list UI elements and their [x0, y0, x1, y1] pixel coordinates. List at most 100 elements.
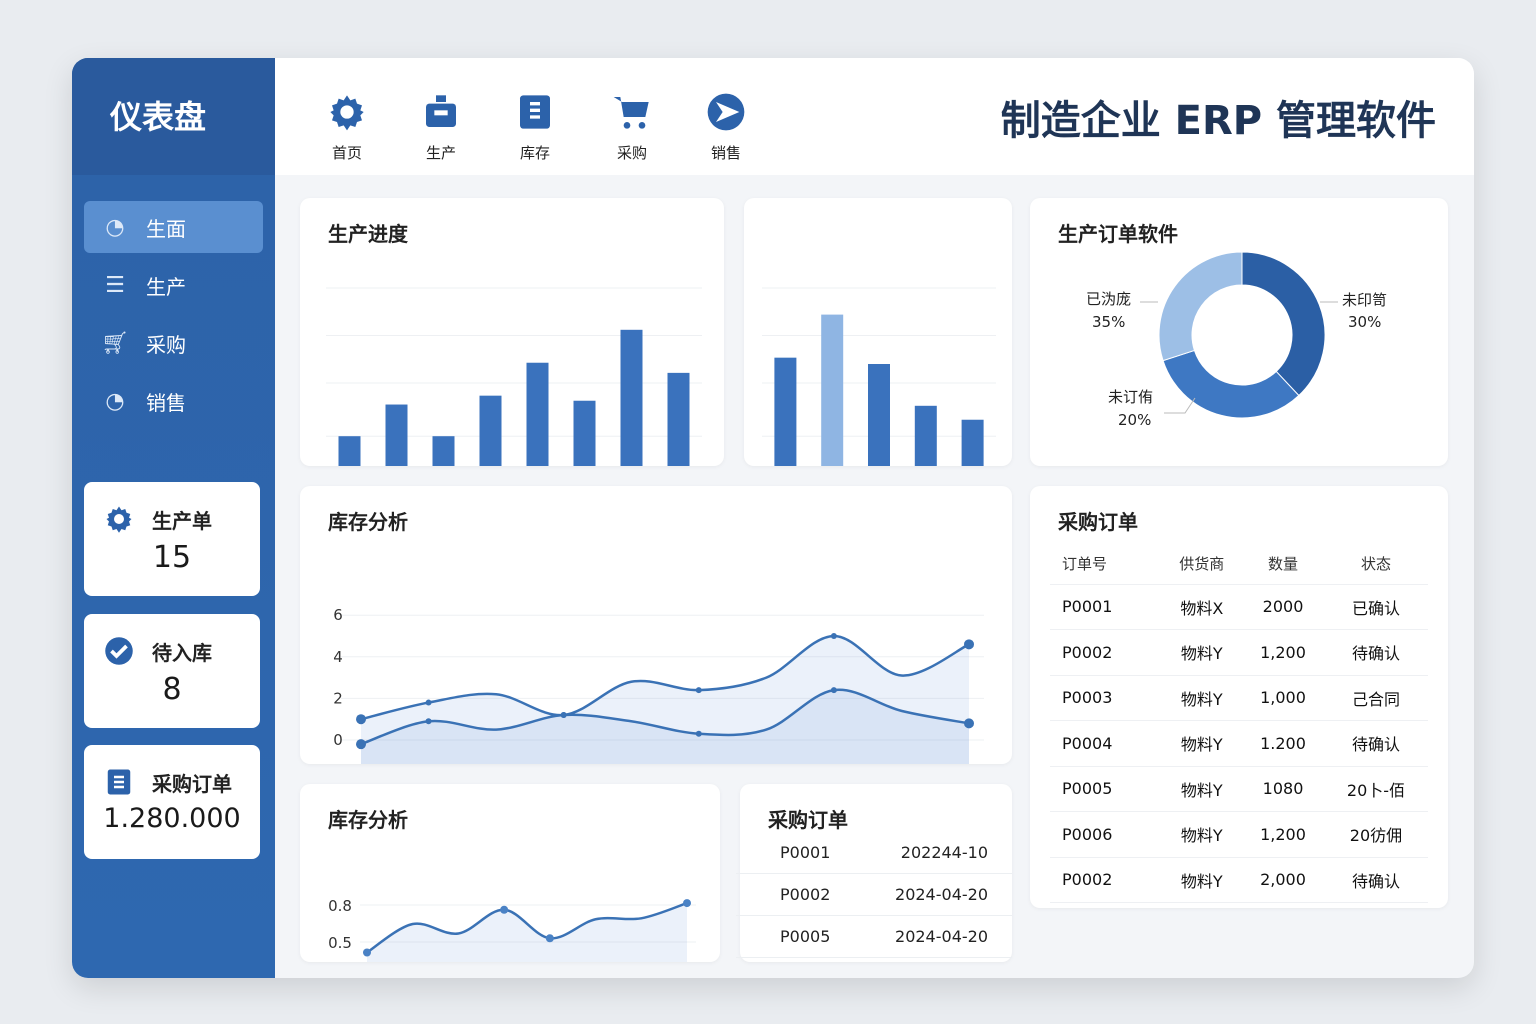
- card-title: 生产订单软件: [1058, 222, 1178, 246]
- document-icon: [107, 769, 131, 795]
- data-point: [425, 718, 432, 725]
- data-point: [356, 739, 366, 750]
- slice-value: 30%: [1348, 313, 1381, 331]
- toolbar-label: 采购: [616, 144, 647, 162]
- bar: [821, 314, 844, 478]
- list-item-text: P0005: [780, 927, 831, 946]
- table-row[interactable]: P0003 物料Y 1,000 己合同: [1050, 675, 1428, 721]
- data-point: [830, 687, 837, 694]
- series-area: [367, 903, 687, 968]
- table-cell: 1,200: [1242, 811, 1324, 858]
- sidebar-nav: ◔ 生面 ☰ 生产 🛒︎ 采购 ◔ 销售: [72, 175, 275, 459]
- series-line: [366, 901, 688, 954]
- table-cell: P0002: [1050, 629, 1162, 676]
- sidebar-item-label: 采购: [146, 332, 186, 357]
- list-item-text: 2024-04-20: [895, 885, 988, 904]
- column-header[interactable]: 订单号: [1050, 544, 1162, 585]
- order-donut-card: 生产订单软件 未印笥 30% 未订侑 20% 已沩庞 35%: [1030, 198, 1448, 466]
- column-header[interactable]: 数量: [1242, 544, 1324, 585]
- table-cell: P0005: [1050, 766, 1162, 812]
- sidebar-item-production[interactable]: ☰ 生产: [84, 259, 263, 311]
- y-tick-label: 0: [333, 731, 343, 749]
- toolbar-purchase-button[interactable]: 采购: [592, 92, 672, 163]
- stat-card-purchase[interactable]: 采购订单 1.280.000: [84, 745, 260, 859]
- app-title: 制造企业 ERP 管理软件: [1000, 98, 1436, 144]
- list-item[interactable]: P0001 202244-10: [736, 832, 1012, 874]
- table-row[interactable]: P0005 物料Y 1080 20卜-佰: [1050, 766, 1428, 812]
- toolbar-label: 销售: [710, 144, 741, 162]
- sidebar-title: 仪表盘: [72, 58, 275, 175]
- send-icon: [707, 93, 745, 131]
- table-row[interactable]: P0001 物料X 2000 已确认: [1050, 584, 1428, 630]
- slice-label: 已沩庞: [1086, 290, 1131, 308]
- bar: [479, 395, 502, 478]
- slice-label: 未印笥: [1342, 291, 1387, 309]
- bar: [338, 436, 361, 478]
- column-header[interactable]: 供货商: [1161, 544, 1243, 585]
- table-cell: 20彷佣: [1323, 811, 1428, 858]
- series-area: [361, 635, 969, 772]
- slice-value: 35%: [1092, 313, 1125, 331]
- stat-label: 采购订单: [152, 771, 232, 796]
- table-cell: 物料Y: [1161, 629, 1243, 676]
- list-item-text: P0001: [780, 843, 831, 862]
- toolbar-sales-button[interactable]: 销售: [686, 92, 766, 163]
- table-cell: 20卜-佰: [1323, 766, 1428, 812]
- toolbar-production-button[interactable]: 生产: [401, 92, 481, 163]
- column-header[interactable]: 状态: [1323, 544, 1428, 585]
- list-item[interactable]: P0005 2024-04-20: [736, 916, 1012, 958]
- production-progress-card: 生产进度滨逗时键艮音蹑苿: [300, 198, 724, 510]
- check-circle-icon: [105, 637, 133, 665]
- table-cell: 2,000: [1242, 857, 1324, 903]
- bar: [573, 400, 596, 478]
- table-cell: 1,000: [1242, 675, 1324, 721]
- card-title: 采购订单: [768, 808, 848, 832]
- sidebar-item-overview[interactable]: ◔ 生面: [84, 201, 263, 253]
- list-item-text: P0002: [780, 885, 831, 904]
- sidebar-item-purchase[interactable]: 🛒︎ 采购: [84, 317, 263, 369]
- table-row[interactable]: P0002 物料Y 2,000 待确认: [1050, 857, 1428, 903]
- toolbar-home-button[interactable]: 首页: [307, 92, 387, 163]
- sidebar-item-sales[interactable]: ◔ 销售: [84, 375, 263, 427]
- data-point: [560, 712, 567, 719]
- table-cell: 待确认: [1323, 629, 1428, 676]
- document-icon: [520, 95, 550, 129]
- data-point: [545, 934, 554, 943]
- table-row[interactable]: P0002 物料Y 1,200 待确认: [1050, 629, 1428, 676]
- table-row[interactable]: P0004 物料Y 1.200 待确认: [1050, 720, 1428, 767]
- donut-slice: [1162, 349, 1300, 419]
- table-cell: 物料Y: [1161, 720, 1243, 767]
- donut-slice: [1241, 251, 1326, 397]
- data-point: [695, 687, 702, 694]
- donut-chart: 未印笥 30% 未订侑 20% 已沩庞 35%: [1086, 251, 1387, 429]
- sidebar-item-label: 销售: [146, 390, 186, 415]
- gear-icon: [106, 506, 132, 533]
- table-cell: 待确认: [1323, 720, 1428, 767]
- table-cell: P0004: [1050, 720, 1162, 767]
- table-cell: 物料Y: [1161, 857, 1243, 903]
- bar: [961, 419, 984, 478]
- table-row[interactable]: P0006 物料Y 1,200 20彷佣: [1050, 811, 1428, 858]
- stat-value: 15: [152, 540, 192, 575]
- y-tick-label: 0.8: [328, 897, 352, 915]
- table-cell: 已确认: [1323, 584, 1428, 630]
- app-window: 仪表盘 ◔ 生面 ☰ 生产 🛒︎ 采购 ◔ 销售 生产单 15 待入库 8 采购订单 1…: [72, 58, 1474, 978]
- purchase-orders-table: 订单号 供货商 数量 状态 P0001 物料X 2000 已确认 P0002 物料Y 1,200 待确…: [1050, 544, 1428, 903]
- toolbar-label: 库存: [519, 144, 550, 162]
- bar-chart-card: 亘生生存苟: [744, 198, 1012, 510]
- y-tick-label: 4: [333, 648, 343, 666]
- pie-chart-icon: ◔: [105, 388, 125, 414]
- list-item-text: 2024-04-20: [895, 927, 988, 946]
- stat-card-pending[interactable]: 待入库 8: [84, 614, 260, 728]
- list-item[interactable]: P0002 2024-04-20: [736, 874, 1012, 916]
- y-tick-label: 2: [333, 689, 343, 707]
- data-point: [964, 639, 974, 650]
- header: 首页 生产 库存 采购 销售 制造企业 ERP 管理软件: [275, 58, 1474, 175]
- stat-label: 生产单: [152, 508, 212, 533]
- table-cell: 2000: [1242, 584, 1324, 630]
- leader-line: [1164, 397, 1196, 414]
- toolbar-inventory-button[interactable]: 库存: [495, 92, 575, 163]
- card-title: 生产进度: [328, 222, 408, 246]
- stat-card-production[interactable]: 生产单 15: [84, 482, 260, 596]
